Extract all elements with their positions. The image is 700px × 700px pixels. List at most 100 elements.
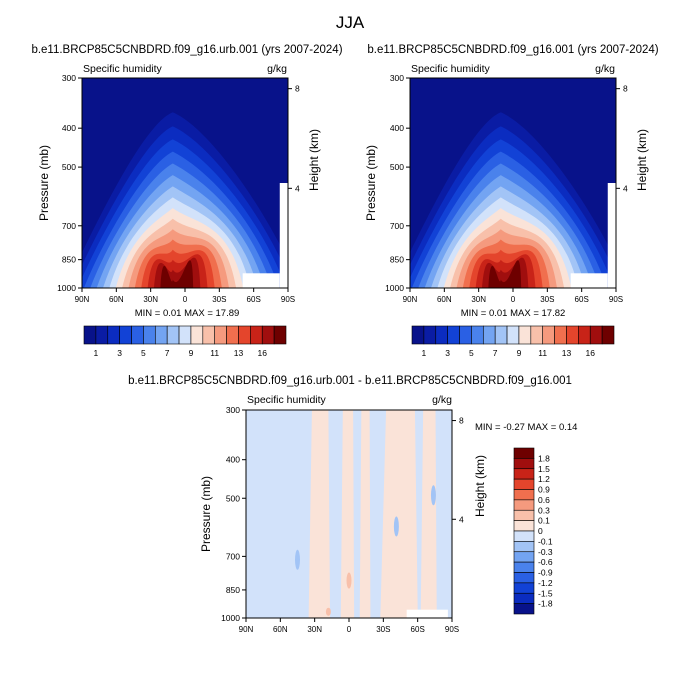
colorbar-swatch (601, 325, 615, 345)
colorbar-swatch (131, 325, 144, 345)
y2-axis-label: Height (km) (473, 455, 487, 517)
colorbar-label: -0.1 (538, 536, 553, 546)
colorbar-label: 0.9 (538, 485, 550, 495)
y-tick-label: 1000 (385, 283, 404, 293)
colorbar-swatch (190, 325, 204, 345)
colorbar-swatch (250, 325, 263, 345)
heatmap-field (410, 78, 616, 288)
colorbar-swatch (566, 325, 579, 345)
x-tick-label: 30N (143, 295, 158, 304)
colorbar-label: -1.5 (538, 588, 553, 598)
contour-band (308, 410, 331, 618)
y-axis-label: Pressure (mb) (199, 476, 213, 552)
colorbar-swatch (513, 582, 535, 594)
panel-title: b.e11.BRCP85C5CNBDRD.f09_g16.001 (yrs 20… (367, 44, 658, 56)
colorbar-label: 7 (165, 348, 170, 358)
colorbar-label: 11 (538, 348, 547, 358)
colorbar-label: -1.8 (538, 599, 553, 609)
colorbar-swatch (513, 478, 535, 490)
contour-band (325, 607, 331, 616)
colorbar-label: 9 (517, 348, 522, 358)
y2-tick-label: 4 (623, 183, 628, 193)
colorbar-swatch (513, 541, 535, 553)
y2-tick-label: 8 (295, 84, 300, 94)
y-tick-label: 850 (390, 255, 404, 265)
contour-band (488, 260, 522, 288)
x-tick-label: 30N (307, 625, 322, 634)
colorbar-swatch (261, 325, 275, 345)
colorbar-swatch (202, 325, 216, 345)
x-tick-label: 90S (445, 625, 459, 634)
terrain-mask (607, 183, 616, 288)
colorbar-swatch (506, 325, 520, 345)
x-tick-label: 30S (376, 625, 390, 634)
colorbar-swatch (494, 325, 508, 345)
colorbar-label: 1 (94, 348, 99, 358)
y2-axis-label: Height (km) (307, 129, 321, 191)
colorbar-swatch (107, 325, 120, 345)
stats-label: MIN = -0.27 MAX = 0.14 (475, 422, 577, 433)
x-tick-label: 0 (347, 625, 352, 634)
colorbar-label: 5 (141, 348, 146, 358)
x-tick-label: 0 (511, 295, 516, 304)
colorbar-swatch (447, 325, 460, 345)
units-label: g/kg (267, 63, 287, 75)
y-tick-label: 1000 (57, 283, 76, 293)
contour-band (295, 549, 300, 570)
units-label: g/kg (595, 63, 615, 75)
contour-band (420, 410, 437, 618)
colorbar-label: 5 (469, 348, 474, 358)
y-ticks: 300 400 500 700 850 1000 8 4 90N 60N 30N 0 30S 60S 90S (385, 73, 628, 304)
terrain-mask (406, 609, 448, 618)
panel-control: b.e11.BRCP85C5CNBDRD.f09_g16.001 (yrs 20… (364, 44, 659, 358)
colorbar-swatch (578, 325, 591, 345)
colorbar-swatch (542, 325, 555, 345)
x-tick-label: 60S (411, 625, 425, 634)
terrain-mask (570, 273, 608, 288)
y-tick-label: 700 (390, 221, 404, 231)
y-tick-label: 400 (62, 123, 76, 133)
colorbar-swatch (513, 530, 535, 542)
y-axis-label: Pressure (mb) (364, 145, 378, 221)
colorbar-swatch (273, 325, 287, 345)
y2-tick-label: 4 (295, 183, 300, 193)
colorbar-label: 16 (258, 348, 268, 358)
colorbar-label: 0.6 (538, 495, 550, 505)
colorbar-label: -0.9 (538, 568, 553, 578)
heatmap-field (82, 78, 288, 288)
contour-band (393, 516, 399, 537)
y-ticks: 300 400 500 700 850 1000 8 4 90N 60N 30N 0 30S 60S 90S (221, 405, 464, 634)
units-label: g/kg (432, 394, 452, 406)
colorbar-label: -0.6 (538, 557, 553, 567)
colorbar-swatch (513, 572, 535, 584)
colorbar-label: 0.1 (538, 516, 550, 526)
colorbar-swatch (471, 325, 484, 345)
x-tick-label: 30S (212, 295, 226, 304)
x-tick-label: 60N (437, 295, 452, 304)
y2-tick-label: 8 (459, 416, 464, 426)
colorbar-swatch (214, 325, 227, 345)
colorbar-swatch (513, 592, 535, 604)
colorbar-swatch (513, 489, 535, 501)
colorbar-label: 1.5 (538, 464, 550, 474)
contour-band (346, 572, 352, 589)
colorbar-swatch (226, 325, 239, 345)
x-tick-label: 60S (575, 295, 589, 304)
y-tick-label: 700 (226, 551, 240, 561)
x-tick-label: 60N (273, 625, 288, 634)
heatmap-field (246, 410, 452, 618)
colorbar-label: 3 (117, 348, 122, 358)
colorbar-swatch (513, 468, 535, 480)
colorbar-label: 11 (210, 348, 219, 358)
y-tick-label: 300 (62, 73, 76, 83)
colorbar-swatch (482, 325, 496, 345)
colorbar-label: 1.2 (538, 474, 550, 484)
x-tick-label: 60N (109, 295, 124, 304)
y-axis-label: Pressure (mb) (37, 145, 51, 221)
stats-label: MIN = 0.01 MAX = 17.82 (461, 308, 566, 319)
colorbar-swatch (513, 603, 535, 615)
x-tick-label: 0 (183, 295, 188, 304)
colorbar-label: 3 (445, 348, 450, 358)
colorbar-swatch (513, 458, 535, 470)
y-tick-label: 400 (390, 123, 404, 133)
